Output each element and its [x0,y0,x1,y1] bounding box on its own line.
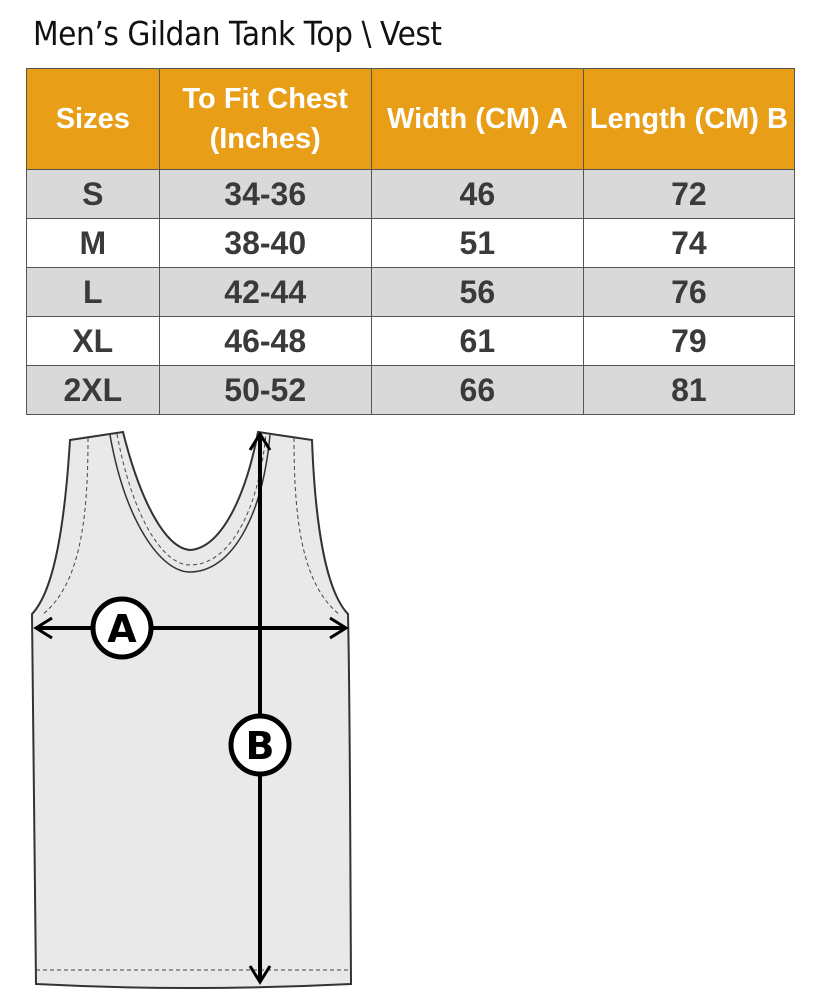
armhole-stitch-right [293,437,341,616]
width-cell: 46 [370,169,584,219]
width-cell: 61 [370,316,584,366]
label-b: B [246,724,275,768]
page-title: Men’s Gildan Tank Top \ Vest [33,14,442,53]
width-cell: 56 [370,267,584,317]
header-length: Length (CM) B [582,68,796,170]
neck-stitch [116,433,267,566]
neck-binding [109,434,271,573]
size-cell: XL [26,316,160,366]
header-row: Sizes To Fit Chest (Inches) Width (CM) A… [26,68,796,170]
length-cell: 72 [582,169,796,219]
length-cell: 76 [582,267,796,317]
label-b-circle [228,713,292,777]
length-arrow-head-bottom [248,965,272,985]
length-cell: 74 [582,218,796,268]
width-cell: 51 [370,218,584,268]
size-cell: M [26,218,160,268]
size-chart-table: Sizes To Fit Chest (Inches) Width (CM) A… [26,68,796,415]
header-width: Width (CM) A [370,68,584,170]
table-row: M 38-40 51 74 [26,218,796,268]
tank-top-outline [30,430,353,989]
label-a: A [107,607,137,651]
length-arrow-head-top [248,431,272,451]
length-cell: 79 [582,316,796,366]
chest-cell: 38-40 [158,218,372,268]
header-sizes: Sizes [26,68,160,170]
chest-cell: 42-44 [158,267,372,317]
width-cell: 66 [370,365,584,415]
label-a-circle [90,596,154,660]
size-cell: S [26,169,160,219]
table-row: L 42-44 56 76 [26,267,796,317]
length-cell: 81 [582,365,796,415]
chest-cell: 50-52 [158,365,372,415]
armhole-stitch-left [41,437,89,616]
header-chest: To Fit Chest (Inches) [158,68,372,170]
table-row: XL 46-48 61 79 [26,316,796,366]
width-arrow-head-left [33,616,53,640]
width-arrow-head-right [329,616,349,640]
table-row: 2XL 50-52 66 81 [26,365,796,415]
chest-cell: 46-48 [158,316,372,366]
